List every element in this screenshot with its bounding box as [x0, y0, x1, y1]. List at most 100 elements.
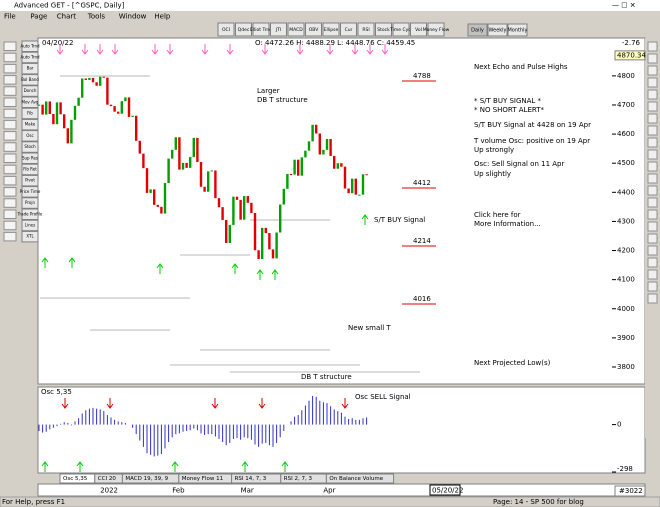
menu-item[interactable]: Tools [87, 13, 106, 21]
sidebar-icon[interactable] [3, 231, 17, 242]
toolbar-button[interactable] [305, 22, 322, 37]
sidebar-icon[interactable] [3, 187, 17, 197]
sidebar-icon[interactable] [3, 164, 17, 175]
sidebar-button[interactable] [21, 163, 39, 176]
toolbar-button[interactable] [410, 22, 427, 37]
tool-icon[interactable] [647, 77, 658, 88]
sidebar-button[interactable] [21, 96, 39, 108]
sidebar-icon[interactable] [3, 52, 17, 63]
period-button[interactable] [507, 23, 528, 37]
sidebar-button[interactable] [21, 85, 39, 97]
toolbar-button[interactable] [340, 22, 357, 37]
status-count: #3022 [619, 487, 643, 495]
sidebar-button[interactable] [21, 174, 39, 187]
sidebar-icon[interactable] [3, 86, 17, 96]
toolbar-button[interactable] [322, 22, 340, 37]
osc-bar [355, 419, 357, 425]
tool-icon[interactable] [647, 101, 658, 112]
sidebar-label: Fib [27, 111, 33, 116]
sidebar-button[interactable] [21, 62, 39, 75]
sidebar-button[interactable] [21, 219, 39, 232]
sidebar-button[interactable] [21, 208, 39, 220]
sidebar-icon[interactable] [3, 198, 17, 208]
period-button[interactable] [467, 23, 488, 37]
tool-icon[interactable] [647, 65, 658, 76]
tool-icon[interactable] [647, 161, 658, 172]
annotation: * S/T BUY SIGNAL * [474, 97, 542, 105]
toolbar-button[interactable] [270, 22, 287, 37]
annotation[interactable]: Click here for [474, 211, 521, 219]
tool-icon[interactable] [647, 53, 658, 64]
toolbar-button[interactable] [375, 22, 392, 37]
tool-icon[interactable] [647, 257, 658, 268]
sidebar-button[interactable] [21, 197, 39, 209]
sidebar-button[interactable] [21, 230, 39, 243]
sidebar-button[interactable] [21, 186, 39, 198]
menu-item[interactable]: Window [119, 13, 147, 21]
menu-item[interactable]: Page [30, 13, 47, 21]
tool-icon[interactable] [647, 113, 658, 124]
tool-icon[interactable] [647, 41, 658, 52]
sidebar-icon[interactable] [3, 153, 17, 163]
sidebar-icon[interactable] [3, 175, 17, 186]
sidebar-icon[interactable] [3, 75, 17, 85]
tool-icon[interactable] [647, 173, 658, 184]
toolbar-button[interactable] [217, 22, 235, 37]
menu-item[interactable]: Help [154, 13, 171, 21]
sidebar-icon[interactable] [3, 119, 17, 130]
sidebar-icon[interactable] [3, 97, 17, 107]
price-bar [228, 224, 231, 243]
osc-bar [312, 395, 314, 425]
osc-bar [38, 424, 40, 431]
sidebar-button[interactable] [21, 51, 39, 64]
tool-icon[interactable] [647, 221, 658, 232]
sidebar-button[interactable] [21, 107, 39, 120]
indicator-tab[interactable] [325, 473, 395, 484]
tool-icon[interactable] [647, 281, 658, 292]
tool-icon[interactable] [647, 293, 658, 304]
tool-icon[interactable] [647, 137, 658, 148]
sidebar-icon[interactable] [3, 63, 17, 74]
tool-icon[interactable] [647, 197, 658, 208]
toolbar-button[interactable] [252, 22, 270, 37]
price-bar [257, 250, 260, 259]
sidebar-button[interactable] [21, 40, 39, 52]
sidebar-icon[interactable] [3, 209, 17, 219]
osc-tick-label: 0 [617, 421, 621, 429]
menu-item[interactable]: File [4, 13, 16, 21]
annotation[interactable]: More Information... [474, 220, 541, 228]
signal-arrow [56, 44, 64, 55]
sidebar-icon[interactable] [3, 41, 17, 51]
sidebar-button[interactable] [21, 152, 39, 164]
toolbar-button[interactable] [287, 22, 305, 37]
price-bar [66, 128, 69, 144]
sidebar-button[interactable] [21, 118, 39, 131]
sidebar-button[interactable] [21, 141, 39, 153]
price-bar [70, 119, 73, 144]
sidebar-button[interactable] [21, 130, 39, 142]
sidebar-icon[interactable] [3, 131, 17, 141]
toolbar-button[interactable] [235, 22, 252, 37]
sidebar-button[interactable] [21, 74, 39, 86]
tool-icon[interactable] [647, 245, 658, 256]
tool-icon[interactable] [647, 185, 658, 196]
tool-icon[interactable] [647, 89, 658, 100]
sidebar-icon[interactable] [3, 220, 17, 231]
osc-bar [265, 424, 267, 443]
osc-bar [110, 417, 112, 425]
sidebar-icon[interactable] [3, 142, 17, 152]
menu-item[interactable]: Chart [57, 13, 76, 21]
sidebar-icon[interactable] [3, 108, 17, 119]
tool-icon[interactable] [647, 125, 658, 136]
annotation: T volume Osc: positive on 19 Apr [473, 137, 590, 145]
tool-icon[interactable] [647, 269, 658, 280]
period-button[interactable] [487, 23, 508, 37]
tool-icon[interactable] [647, 149, 658, 160]
ohlc-readout: O: 4472.26 H: 4488.29 L: 4448.76 C: 4459… [255, 39, 415, 47]
toolbar-button[interactable] [427, 22, 445, 37]
tool-icon[interactable] [647, 233, 658, 244]
toolbar-button[interactable] [357, 22, 375, 37]
window-controls[interactable]: — ☐ ✕ [612, 2, 636, 10]
toolbar-button[interactable] [392, 22, 410, 37]
tool-icon[interactable] [647, 209, 658, 220]
